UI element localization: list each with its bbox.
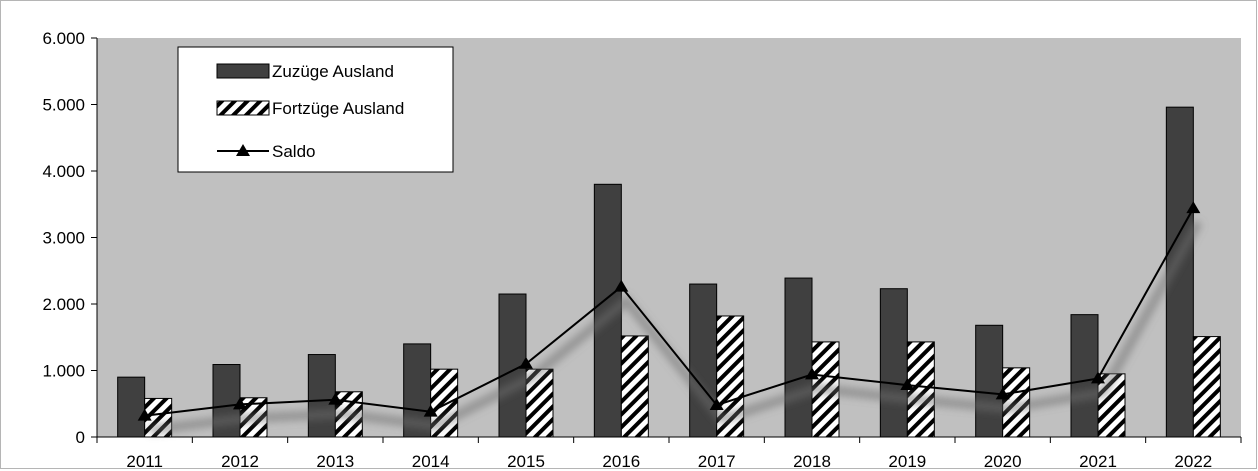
bar-zuzuege-2018 (784, 277, 813, 438)
saldo-marker-2013 (328, 392, 343, 405)
bar-zuzuege-2013 (307, 354, 336, 438)
y-tick-label: 2.000 (42, 295, 85, 314)
legend-label: Zuzüge Ausland (272, 62, 394, 81)
saldo-marker-2015 (519, 356, 533, 369)
bar-fortzuege-2016 (620, 335, 649, 438)
saldo-marker-2019 (900, 378, 915, 391)
x-tick-label: 2019 (888, 452, 926, 471)
x-tick-label: 2020 (984, 452, 1022, 471)
saldo-marker-2020 (995, 387, 1010, 400)
y-tick-label: 3.000 (42, 229, 85, 248)
bar-zuzuege-2019 (879, 288, 908, 438)
x-tick-label: 2022 (1174, 452, 1212, 471)
legend-swatch-zuzuege (216, 63, 270, 79)
y-tick-label: 0 (76, 428, 85, 447)
saldo-marker-2022 (1186, 201, 1201, 214)
saldo-line-shadow (149, 220, 1203, 435)
saldo-marker-2011 (137, 408, 152, 421)
y-tick-label: 1.000 (42, 362, 85, 381)
bar-zuzuege-2011 (117, 376, 146, 438)
y-tick-label: 6.000 (42, 29, 85, 48)
legend-swatch-fortzuege (216, 100, 270, 116)
x-tick-label: 2012 (221, 452, 259, 471)
saldo-marker-2017 (709, 398, 724, 410)
y-tick-label: 4.000 (42, 162, 85, 181)
bar-zuzuege-2021 (1070, 314, 1099, 438)
bar-zuzuege-2020 (975, 324, 1004, 438)
y-tick-label: 5.000 (42, 96, 85, 115)
x-tick-label: 2017 (698, 452, 736, 471)
x-tick-label: 2021 (1079, 452, 1117, 471)
x-tick-label: 2018 (793, 452, 831, 471)
saldo-marker-2021 (1091, 371, 1105, 384)
x-tick-label: 2011 (126, 452, 163, 471)
saldo-marker-2018 (805, 367, 819, 380)
x-tick-label: 2015 (507, 452, 545, 471)
legend-label: Fortzüge Ausland (272, 99, 404, 118)
x-tick-label: 2013 (316, 452, 354, 471)
saldo-marker-2012 (233, 397, 247, 410)
saldo-marker-2014 (423, 404, 438, 417)
saldo-marker-2016 (614, 279, 629, 292)
saldo-line (144, 207, 1195, 417)
x-tick-label: 2016 (602, 452, 640, 471)
x-tick-label: 2014 (412, 452, 450, 471)
legend-swatch-saldo-marker (236, 144, 250, 156)
bar-fortzuege-2022 (1192, 336, 1221, 438)
legend-label: Saldo (272, 142, 315, 161)
